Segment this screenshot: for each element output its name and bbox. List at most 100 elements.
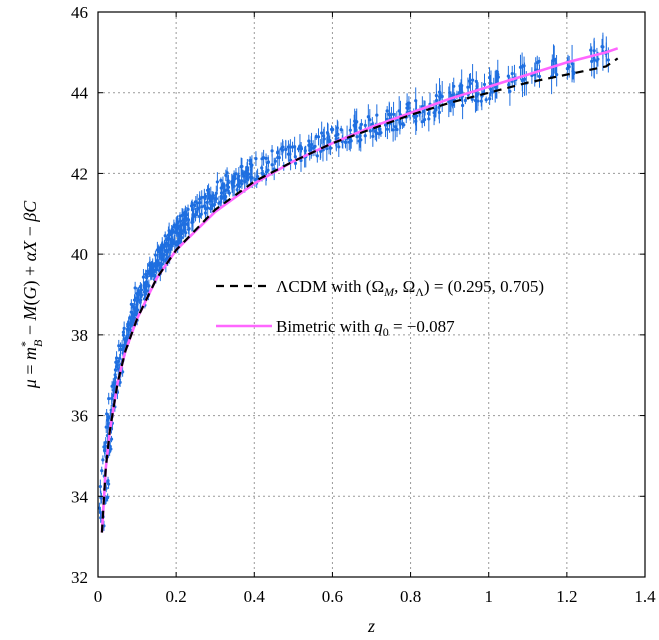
data-point	[152, 269, 156, 273]
data-point	[136, 298, 140, 302]
y-axis-label: μ = m*B − M(G) + αX − βC	[18, 200, 45, 389]
data-point	[167, 232, 172, 237]
data-point	[126, 333, 131, 337]
data-point	[158, 252, 162, 256]
data-point	[476, 92, 480, 96]
data-point	[239, 179, 244, 183]
data-point	[214, 197, 218, 201]
data-point	[606, 58, 610, 62]
axis-ticks	[97, 11, 646, 578]
data-point	[183, 222, 188, 226]
data-point	[461, 103, 465, 108]
data-point	[149, 270, 153, 274]
data-point	[215, 180, 219, 184]
data-point	[331, 127, 335, 132]
data-point	[248, 175, 253, 179]
data-point	[151, 264, 155, 268]
data-point	[266, 168, 270, 172]
data-point	[248, 158, 252, 163]
data-point	[484, 98, 488, 102]
data-point	[387, 113, 392, 117]
data-point	[368, 129, 372, 133]
data-point	[535, 61, 539, 65]
data-point	[128, 323, 133, 327]
data-point	[176, 242, 180, 247]
data-point	[385, 127, 390, 131]
data-point	[489, 81, 493, 86]
data-point	[139, 293, 143, 297]
legend: ΛCDM with (ΩM, ΩΛ) = (0.295, 0.705) Bime…	[216, 277, 544, 339]
data-point	[142, 285, 146, 289]
data-point	[452, 84, 456, 88]
data-point	[402, 123, 406, 127]
data-point	[296, 147, 301, 151]
data-point	[320, 131, 324, 135]
data-point	[129, 310, 133, 314]
x-tick-label: 0.4	[244, 587, 266, 606]
x-axis-label: z	[367, 616, 375, 636]
data-point	[520, 78, 524, 83]
data-point	[368, 118, 372, 122]
data-point	[437, 105, 441, 109]
data-point	[460, 84, 464, 88]
data-point	[414, 99, 418, 103]
data-point	[222, 185, 226, 189]
data-point	[358, 126, 362, 130]
data-point	[246, 177, 250, 181]
data-point	[284, 147, 288, 151]
data-point	[223, 194, 227, 198]
data-point	[129, 302, 133, 306]
data-point	[101, 458, 105, 462]
data-point	[482, 82, 487, 87]
data-point	[434, 98, 439, 103]
data-point	[134, 307, 138, 311]
data-point	[473, 98, 478, 103]
data-point	[225, 171, 229, 175]
data-point	[595, 59, 599, 63]
data-point	[466, 85, 470, 89]
data-point	[234, 172, 238, 176]
data-point	[264, 156, 268, 160]
data-point	[470, 78, 475, 82]
data-point	[166, 256, 170, 260]
data-point	[177, 233, 181, 238]
data-point	[178, 219, 183, 223]
data-point	[336, 132, 340, 136]
data-point	[299, 145, 303, 150]
data-point	[245, 166, 249, 170]
data-point	[571, 72, 576, 76]
data-point	[335, 126, 339, 130]
data-point	[197, 214, 202, 219]
data-point	[109, 447, 113, 451]
data-point	[174, 226, 178, 230]
data-point	[142, 290, 146, 294]
data-point	[237, 174, 241, 178]
y-tick-label: 36	[71, 407, 88, 426]
data-point	[102, 445, 106, 449]
data-point	[109, 437, 114, 441]
data-point	[266, 160, 271, 164]
data-point	[496, 72, 500, 77]
data-point	[202, 204, 206, 208]
y-tick-label: 44	[71, 84, 89, 103]
data-point	[99, 496, 104, 500]
data-point	[193, 213, 198, 217]
data-point	[590, 59, 594, 63]
data-point	[194, 200, 198, 204]
y-tick-label: 34	[71, 487, 89, 506]
data-point	[125, 336, 129, 340]
data-point	[106, 482, 111, 486]
data-point	[510, 71, 514, 76]
data-point	[153, 253, 158, 257]
x-tick-label: 0	[94, 587, 103, 606]
data-point	[467, 79, 472, 83]
data-point	[206, 206, 210, 210]
data-point	[225, 183, 229, 187]
data-point	[243, 179, 247, 183]
data-point	[348, 128, 352, 132]
y-tick-label: 32	[71, 568, 88, 587]
x-tick-label: 1.2	[556, 587, 577, 606]
data-point	[199, 212, 203, 216]
data-point	[308, 148, 312, 152]
